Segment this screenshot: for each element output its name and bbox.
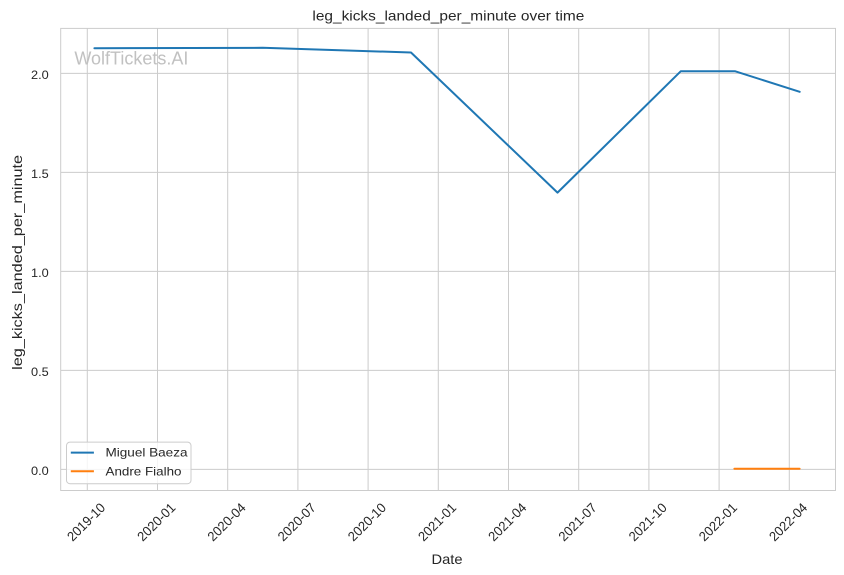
svg-text:Date: Date	[432, 551, 463, 567]
svg-text:leg_kicks_landed_per_minute ov: leg_kicks_landed_per_minute over time	[312, 9, 584, 24]
svg-text:Miguel Baeza: Miguel Baeza	[106, 446, 188, 460]
svg-text:2.0: 2.0	[31, 68, 49, 82]
svg-text:0.0: 0.0	[31, 464, 49, 478]
svg-text:1.0: 1.0	[31, 266, 49, 280]
svg-text:Andre Fialho: Andre Fialho	[106, 464, 182, 478]
svg-text:1.5: 1.5	[31, 167, 49, 181]
svg-text:WolfTickets.AI: WolfTickets.AI	[74, 48, 188, 69]
svg-text:leg_kicks_landed_per_minute: leg_kicks_landed_per_minute	[10, 155, 25, 370]
svg-text:0.5: 0.5	[31, 365, 49, 379]
